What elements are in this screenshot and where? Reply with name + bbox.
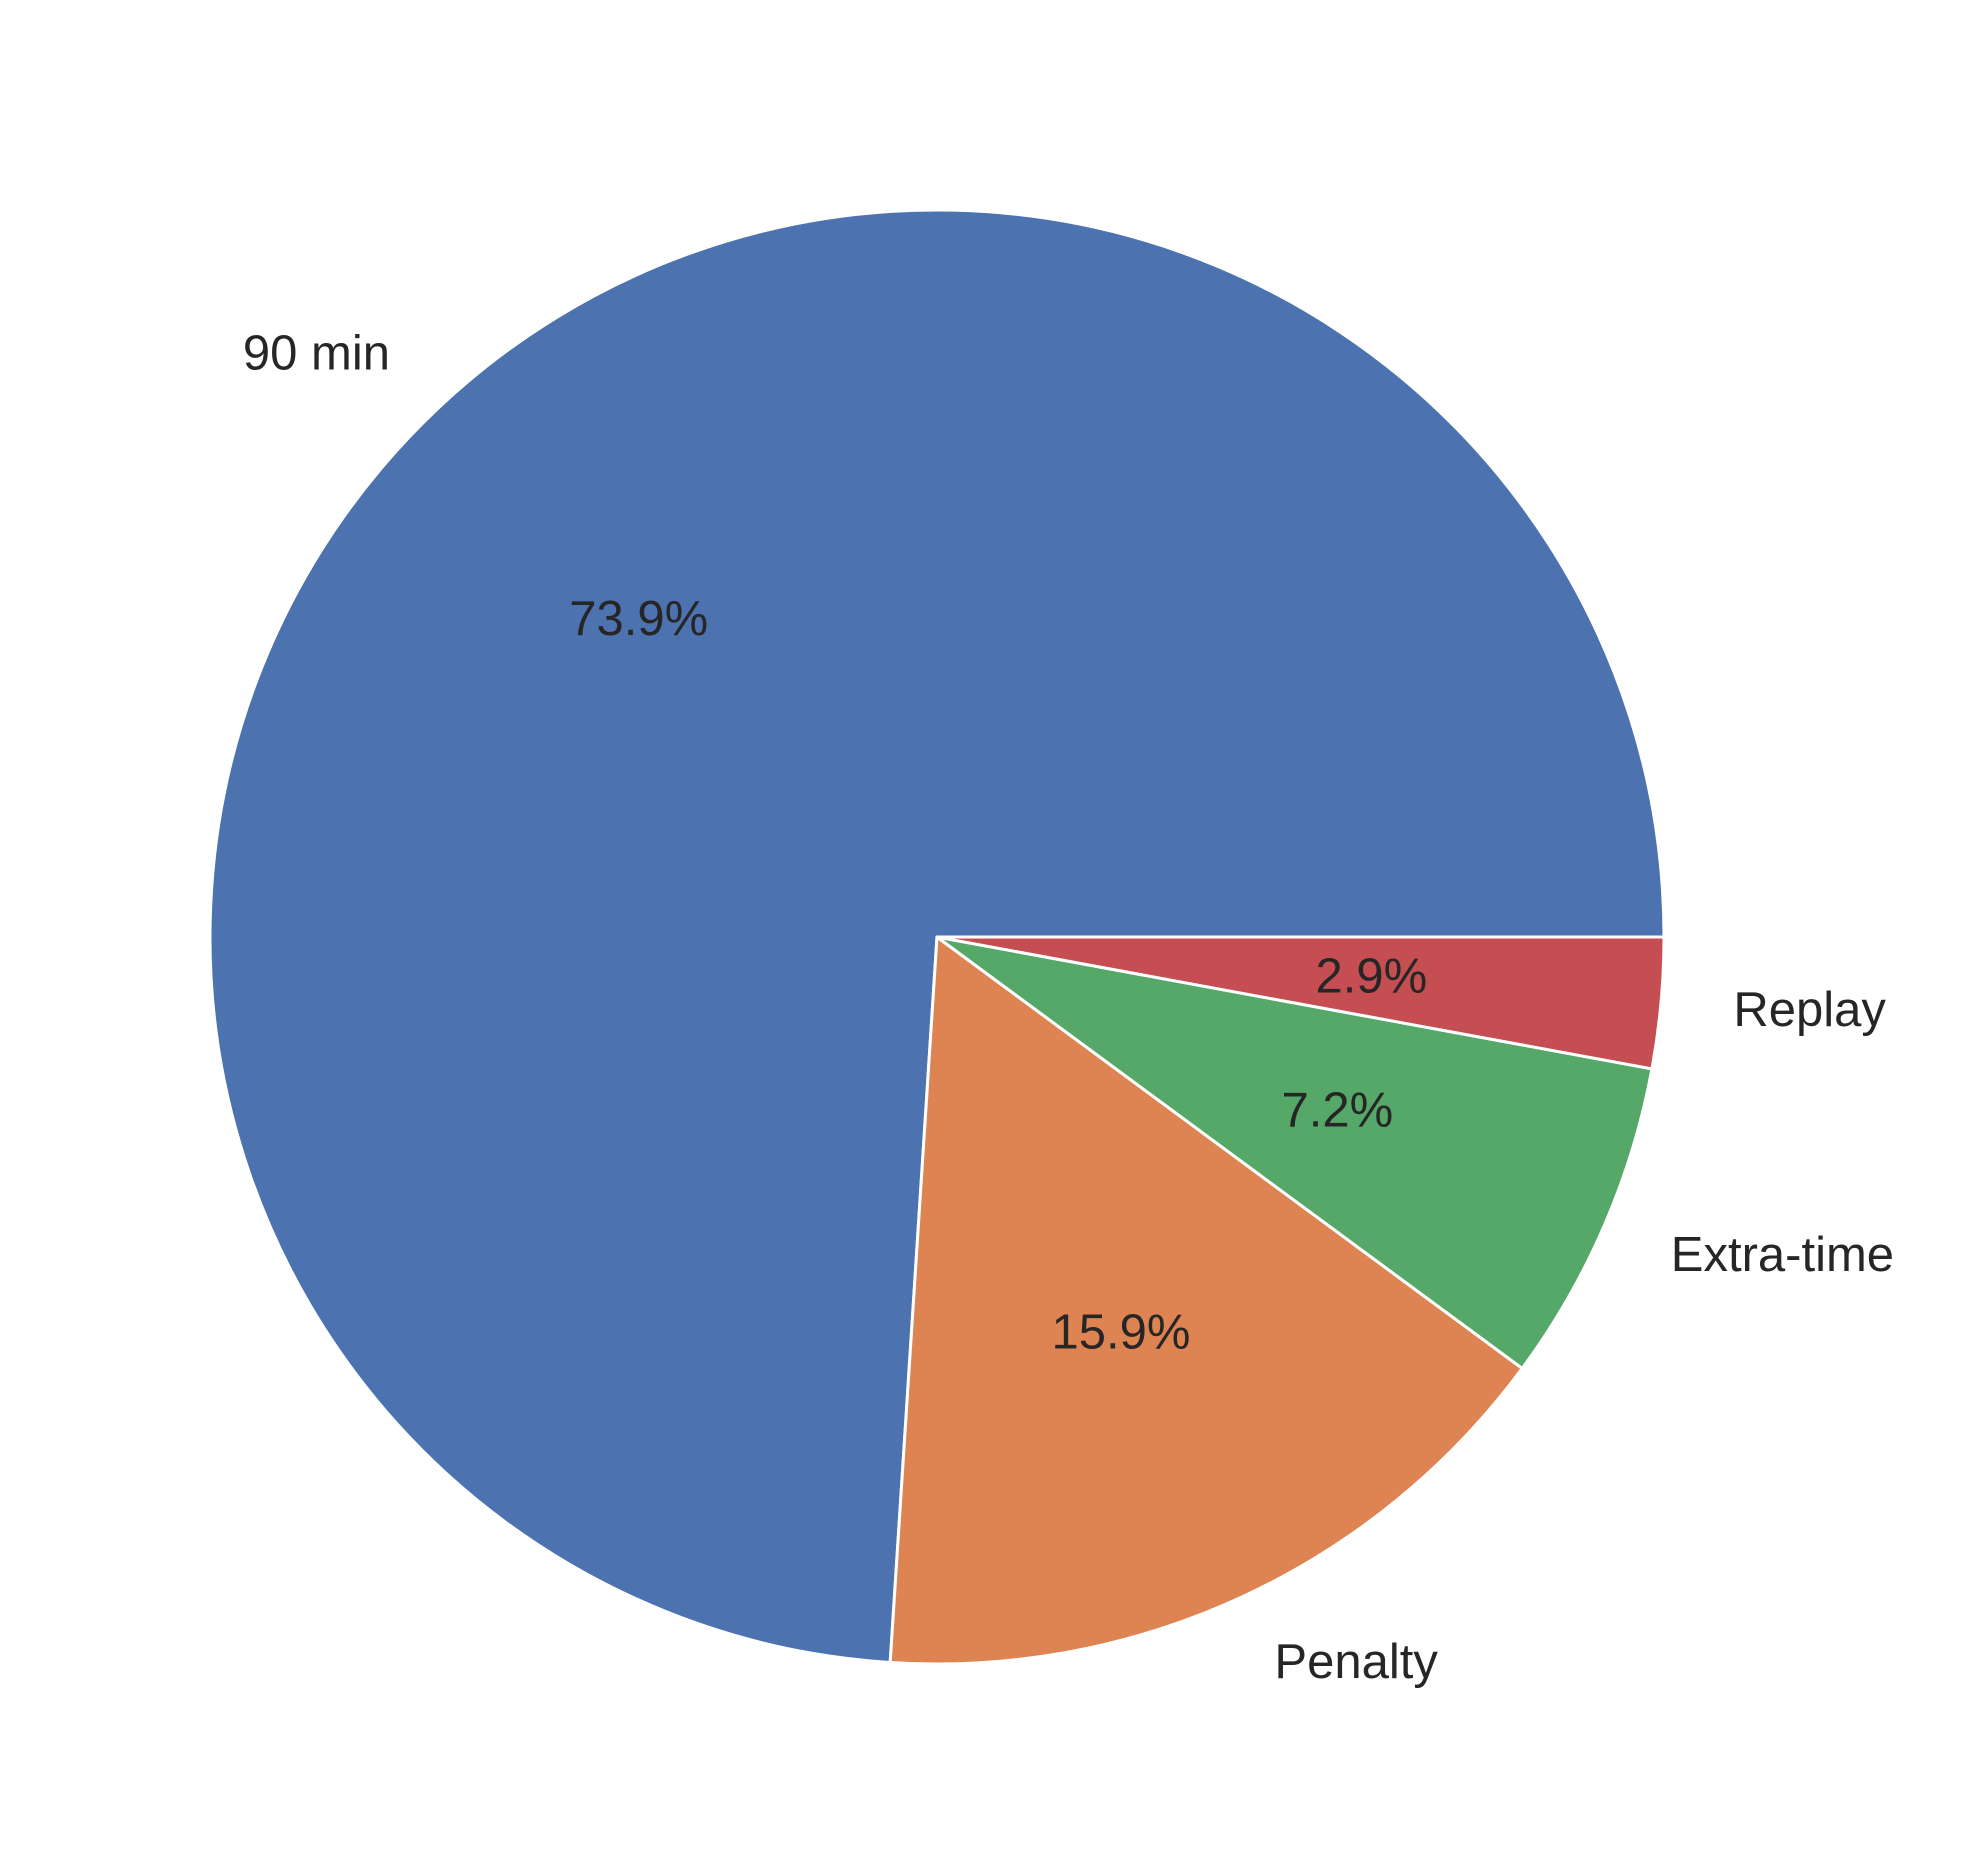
pie-slice-penalty: [888, 935, 1524, 1666]
percent-label: 7.2%: [1281, 1083, 1393, 1137]
category-labels: 90 min Penalty Extra-time Replay: [243, 327, 1894, 1689]
percent-label: 73.9%: [569, 592, 708, 646]
pie-slices: [208, 208, 1666, 1666]
percent-label: 15.9%: [1052, 1306, 1191, 1360]
category-label: 90 min: [243, 327, 390, 381]
category-label: Penalty: [1274, 1635, 1438, 1689]
category-label: Replay: [1733, 983, 1886, 1037]
category-label: Extra-time: [1671, 1228, 1894, 1282]
pie-slice-replay: [935, 935, 1666, 1071]
pie-slice-extra-time: [935, 935, 1654, 1370]
percent-label: 2.9%: [1316, 950, 1428, 1004]
percent-labels: 73.9% 15.9% 7.2% 2.9%: [569, 592, 1427, 1360]
